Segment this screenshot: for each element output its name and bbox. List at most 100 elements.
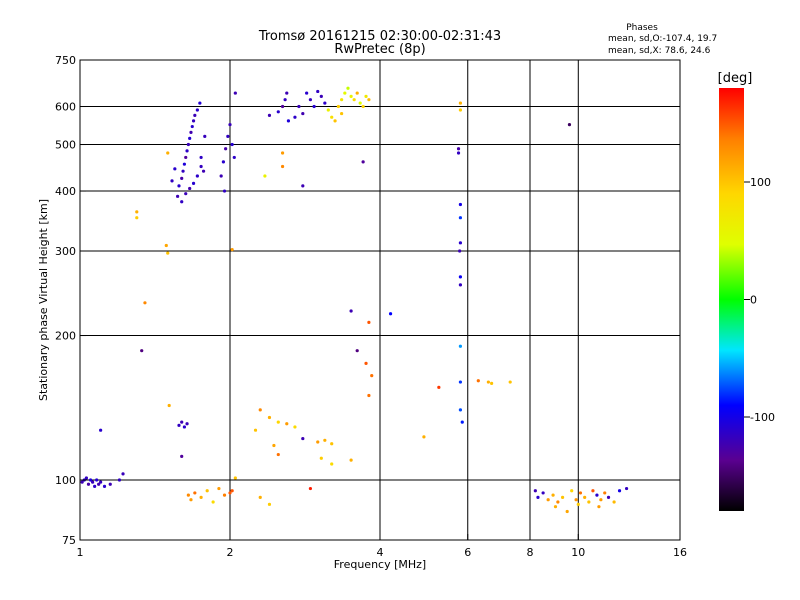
data-point — [180, 176, 184, 181]
data-point — [135, 210, 139, 214]
data-point — [606, 495, 611, 500]
data-point — [617, 489, 622, 493]
data-point — [285, 422, 289, 426]
data-point — [201, 169, 206, 173]
data-point — [166, 151, 170, 155]
data-point — [176, 194, 180, 198]
y-tick-label: 200 — [55, 330, 76, 343]
data-point — [367, 98, 371, 102]
data-point — [185, 422, 189, 426]
data-point — [293, 425, 297, 429]
data-point — [536, 495, 540, 500]
data-point — [490, 381, 494, 385]
y-tick-label: 400 — [55, 185, 76, 198]
data-point — [93, 484, 97, 488]
data-point — [624, 486, 629, 491]
data-point — [458, 202, 463, 207]
data-point — [195, 174, 199, 178]
data-point — [330, 462, 334, 466]
x-tick-label: 4 — [377, 546, 384, 559]
data-point — [189, 498, 193, 502]
data-point — [228, 123, 232, 127]
stats-heading: Phases — [626, 23, 658, 33]
data-point — [583, 495, 587, 500]
data-point — [476, 379, 480, 383]
data-point — [293, 115, 297, 119]
data-point — [253, 428, 258, 432]
data-point — [280, 151, 285, 155]
data-point — [612, 500, 616, 504]
data-point — [316, 440, 320, 444]
data-point — [167, 403, 171, 408]
data-point — [508, 380, 512, 384]
colorbar-label: [deg] — [718, 71, 753, 86]
data-point — [587, 500, 591, 504]
data-point — [340, 98, 344, 102]
data-point — [180, 200, 184, 204]
data-point — [553, 505, 558, 509]
colorbar — [719, 88, 744, 511]
data-point — [541, 491, 545, 495]
y-tick-label: 75 — [62, 534, 76, 547]
data-point — [349, 309, 353, 313]
data-point — [188, 186, 192, 191]
data-point — [143, 301, 147, 305]
data-point — [80, 480, 84, 484]
data-point — [191, 181, 196, 185]
data-point — [283, 98, 287, 102]
x-tick-label: 16 — [673, 546, 687, 559]
data-point — [323, 438, 327, 442]
data-point — [370, 374, 374, 378]
colorbar-tick-label: 0 — [750, 294, 757, 307]
data-point — [340, 111, 344, 116]
colorbar-tick-label: 100 — [750, 176, 771, 189]
data-point — [355, 91, 359, 95]
data-point — [219, 174, 223, 178]
data-point — [285, 91, 289, 95]
data-point — [230, 489, 234, 493]
data-point — [226, 134, 230, 138]
data-point — [367, 320, 371, 325]
data-point — [422, 435, 426, 439]
data-point — [319, 94, 323, 98]
data-point — [458, 216, 463, 220]
data-point — [263, 174, 267, 178]
data-point — [595, 493, 599, 497]
data-point — [211, 500, 215, 504]
data-point — [99, 480, 103, 484]
data-point — [91, 480, 95, 484]
chart-title: Tromsø 20161215 02:30:00-02:31:43 — [258, 29, 501, 44]
data-point — [330, 442, 334, 446]
data-points — [80, 86, 629, 514]
data-point — [117, 478, 122, 482]
data-point — [486, 380, 490, 384]
data-point — [297, 104, 301, 109]
data-point — [280, 164, 285, 169]
x-axis-label: Frequency [MHz] — [334, 558, 426, 571]
data-point — [458, 101, 463, 105]
data-point — [551, 493, 555, 497]
data-point — [301, 111, 305, 116]
data-point — [546, 498, 550, 502]
data-point — [217, 486, 221, 491]
data-point — [258, 408, 262, 412]
data-point — [193, 491, 197, 495]
data-point — [222, 493, 227, 497]
data-point — [367, 393, 371, 398]
data-point — [184, 192, 188, 196]
data-point — [556, 500, 560, 504]
data-point — [326, 108, 330, 112]
data-point — [358, 101, 362, 105]
data-point — [199, 155, 203, 160]
y-tick-label: 750 — [55, 54, 76, 67]
data-point — [349, 458, 353, 462]
data-point — [286, 119, 291, 123]
data-point — [186, 493, 190, 497]
data-point — [458, 249, 462, 253]
data-point — [221, 160, 226, 164]
data-point — [84, 476, 88, 480]
data-point — [189, 130, 193, 134]
data-point — [276, 420, 280, 424]
x-tick-label: 2 — [227, 546, 234, 559]
